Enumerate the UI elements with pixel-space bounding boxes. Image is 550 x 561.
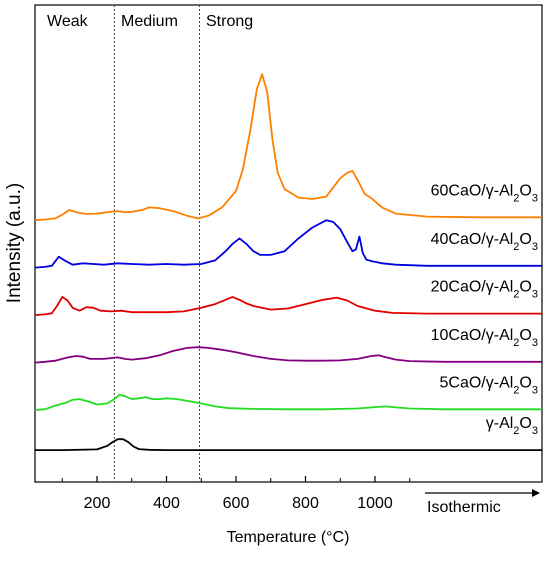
x-axis-tick-labels: 200 400 600 800 1000 — [84, 495, 393, 512]
region-label-medium: Medium — [121, 13, 178, 30]
x-axis-label: Temperature (°C) — [227, 529, 350, 546]
series-label-2: 20CaO/γ-Al2O3 — [431, 279, 538, 301]
series-line-1 — [34, 219, 542, 269]
x-axis-ticks — [61, 476, 411, 482]
series-labels: 60CaO/γ-Al2O3 40CaO/γ-Al2O3 20CaO/γ-Al2O3 1… — [431, 182, 538, 437]
region-label-strong: Strong — [206, 13, 253, 30]
x-tick-label-400: 400 — [153, 495, 180, 512]
isothermic-label: Isothermic — [427, 499, 501, 516]
x-tick-label-600: 600 — [223, 495, 250, 512]
y-axis-label: Intensity (a.u.) — [4, 183, 25, 303]
series-label-1: 40CaO/γ-Al2O3 — [431, 231, 538, 253]
plot-frame — [34, 4, 543, 483]
region-labels: Weak Medium Strong — [47, 13, 253, 30]
x-tick-label-800: 800 — [292, 495, 319, 512]
isothermic-arrow-head — [532, 489, 540, 497]
x-tick-label-200: 200 — [84, 495, 111, 512]
x-tick-label-1000: 1000 — [357, 495, 393, 512]
series-layer — [34, 73, 542, 451]
series-line-0 — [34, 73, 542, 222]
series-line-4 — [34, 393, 542, 411]
series-line-3 — [34, 346, 542, 364]
series-label-4: 5CaO/γ-Al2O3 — [440, 374, 539, 396]
series-line-2 — [34, 296, 542, 316]
series-label-5: γ-Al2O3 — [486, 415, 538, 437]
isothermic-annotation: Isothermic — [425, 489, 540, 516]
series-line-5 — [35, 438, 542, 451]
series-label-3: 10CaO/γ-Al2O3 — [431, 327, 538, 349]
region-label-weak: Weak — [47, 13, 89, 30]
region-dividers — [113, 5, 201, 482]
series-label-0: 60CaO/γ-Al2O3 — [431, 182, 538, 204]
